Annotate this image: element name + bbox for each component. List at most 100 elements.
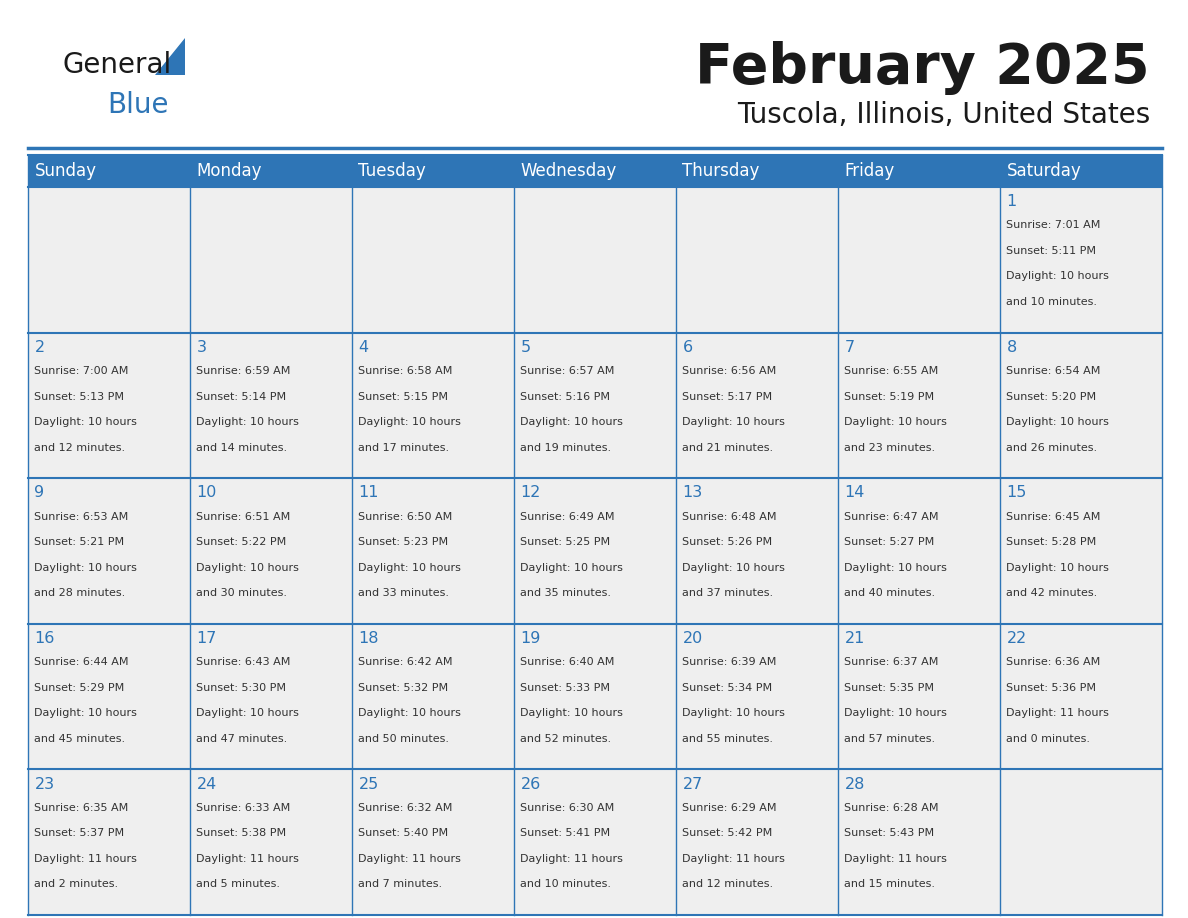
Text: 11: 11 xyxy=(359,486,379,500)
Text: Daylight: 10 hours: Daylight: 10 hours xyxy=(845,563,947,573)
Polygon shape xyxy=(154,39,184,75)
Text: Sunset: 5:26 PM: Sunset: 5:26 PM xyxy=(682,537,772,547)
Text: Sunset: 5:27 PM: Sunset: 5:27 PM xyxy=(845,537,935,547)
Text: 27: 27 xyxy=(682,777,703,791)
Text: Daylight: 10 hours: Daylight: 10 hours xyxy=(682,417,785,427)
Text: 4: 4 xyxy=(359,340,368,355)
Text: Sunset: 5:41 PM: Sunset: 5:41 PM xyxy=(520,828,611,838)
Text: Daylight: 10 hours: Daylight: 10 hours xyxy=(845,709,947,718)
Text: and 35 minutes.: and 35 minutes. xyxy=(520,588,612,599)
Text: and 17 minutes.: and 17 minutes. xyxy=(359,442,449,453)
Text: Sunrise: 6:40 AM: Sunrise: 6:40 AM xyxy=(520,657,615,667)
Text: and 30 minutes.: and 30 minutes. xyxy=(196,588,287,599)
Text: Sunset: 5:21 PM: Sunset: 5:21 PM xyxy=(34,537,125,547)
Text: 14: 14 xyxy=(845,486,865,500)
Text: Sunset: 5:33 PM: Sunset: 5:33 PM xyxy=(520,683,611,693)
Text: Sunset: 5:25 PM: Sunset: 5:25 PM xyxy=(520,537,611,547)
Text: Sunrise: 6:51 AM: Sunrise: 6:51 AM xyxy=(196,511,291,521)
Text: Sunset: 5:20 PM: Sunset: 5:20 PM xyxy=(1006,392,1097,401)
Text: Daylight: 10 hours: Daylight: 10 hours xyxy=(34,563,138,573)
Text: Daylight: 10 hours: Daylight: 10 hours xyxy=(196,417,299,427)
Text: and 50 minutes.: and 50 minutes. xyxy=(359,733,449,744)
Text: and 5 minutes.: and 5 minutes. xyxy=(196,879,280,890)
Text: Daylight: 10 hours: Daylight: 10 hours xyxy=(520,709,624,718)
Text: Sunset: 5:29 PM: Sunset: 5:29 PM xyxy=(34,683,125,693)
Text: 17: 17 xyxy=(196,631,217,646)
Text: Sunset: 5:15 PM: Sunset: 5:15 PM xyxy=(359,392,449,401)
Text: 5: 5 xyxy=(520,340,531,355)
Text: Sunrise: 6:33 AM: Sunrise: 6:33 AM xyxy=(196,803,291,812)
Text: Sunrise: 6:36 AM: Sunrise: 6:36 AM xyxy=(1006,657,1101,667)
Text: Daylight: 10 hours: Daylight: 10 hours xyxy=(359,709,461,718)
Text: Wednesday: Wednesday xyxy=(520,162,617,180)
Text: and 12 minutes.: and 12 minutes. xyxy=(682,879,773,890)
Text: and 55 minutes.: and 55 minutes. xyxy=(682,733,773,744)
Text: Daylight: 11 hours: Daylight: 11 hours xyxy=(196,854,299,864)
Text: Sunset: 5:43 PM: Sunset: 5:43 PM xyxy=(845,828,935,838)
Text: and 7 minutes.: and 7 minutes. xyxy=(359,879,443,890)
Text: Daylight: 10 hours: Daylight: 10 hours xyxy=(520,417,624,427)
Text: and 21 minutes.: and 21 minutes. xyxy=(682,442,773,453)
Text: Sunrise: 6:53 AM: Sunrise: 6:53 AM xyxy=(34,511,128,521)
Text: Sunday: Sunday xyxy=(34,162,96,180)
Text: Daylight: 11 hours: Daylight: 11 hours xyxy=(520,854,624,864)
Text: General: General xyxy=(62,51,171,79)
Text: 13: 13 xyxy=(682,486,703,500)
Text: Friday: Friday xyxy=(845,162,895,180)
Text: Daylight: 10 hours: Daylight: 10 hours xyxy=(1006,417,1110,427)
Text: and 40 minutes.: and 40 minutes. xyxy=(845,588,936,599)
Text: Daylight: 10 hours: Daylight: 10 hours xyxy=(196,563,299,573)
Text: and 10 minutes.: and 10 minutes. xyxy=(1006,297,1098,307)
Text: Daylight: 10 hours: Daylight: 10 hours xyxy=(1006,272,1110,282)
Text: Daylight: 10 hours: Daylight: 10 hours xyxy=(845,417,947,427)
Text: Sunrise: 6:44 AM: Sunrise: 6:44 AM xyxy=(34,657,129,667)
Text: Daylight: 11 hours: Daylight: 11 hours xyxy=(34,854,138,864)
Text: Sunrise: 6:32 AM: Sunrise: 6:32 AM xyxy=(359,803,453,812)
Text: and 47 minutes.: and 47 minutes. xyxy=(196,733,287,744)
Text: Sunset: 5:36 PM: Sunset: 5:36 PM xyxy=(1006,683,1097,693)
Text: 7: 7 xyxy=(845,340,854,355)
Text: and 15 minutes.: and 15 minutes. xyxy=(845,879,935,890)
Text: Sunrise: 6:59 AM: Sunrise: 6:59 AM xyxy=(196,366,291,376)
Text: Daylight: 11 hours: Daylight: 11 hours xyxy=(359,854,461,864)
Text: Sunset: 5:22 PM: Sunset: 5:22 PM xyxy=(196,537,286,547)
Text: 6: 6 xyxy=(682,340,693,355)
Text: Sunrise: 7:00 AM: Sunrise: 7:00 AM xyxy=(34,366,128,376)
Text: 9: 9 xyxy=(34,486,45,500)
Text: Daylight: 11 hours: Daylight: 11 hours xyxy=(845,854,947,864)
Text: and 26 minutes.: and 26 minutes. xyxy=(1006,442,1098,453)
Text: Sunset: 5:23 PM: Sunset: 5:23 PM xyxy=(359,537,449,547)
Text: 22: 22 xyxy=(1006,631,1026,646)
Text: and 2 minutes.: and 2 minutes. xyxy=(34,879,119,890)
Text: 10: 10 xyxy=(196,486,217,500)
Text: Sunrise: 6:55 AM: Sunrise: 6:55 AM xyxy=(845,366,939,376)
Text: Daylight: 10 hours: Daylight: 10 hours xyxy=(34,417,138,427)
Text: 18: 18 xyxy=(359,631,379,646)
Text: Daylight: 10 hours: Daylight: 10 hours xyxy=(1006,563,1110,573)
Text: Daylight: 10 hours: Daylight: 10 hours xyxy=(34,709,138,718)
Text: Sunset: 5:13 PM: Sunset: 5:13 PM xyxy=(34,392,125,401)
Text: Sunset: 5:32 PM: Sunset: 5:32 PM xyxy=(359,683,449,693)
Text: Sunrise: 6:50 AM: Sunrise: 6:50 AM xyxy=(359,511,453,521)
Text: and 14 minutes.: and 14 minutes. xyxy=(196,442,287,453)
Text: Thursday: Thursday xyxy=(682,162,760,180)
Text: and 0 minutes.: and 0 minutes. xyxy=(1006,733,1091,744)
Text: Blue: Blue xyxy=(107,91,169,119)
Text: Sunrise: 7:01 AM: Sunrise: 7:01 AM xyxy=(1006,220,1101,230)
Text: and 45 minutes.: and 45 minutes. xyxy=(34,733,126,744)
Text: 21: 21 xyxy=(845,631,865,646)
Text: 3: 3 xyxy=(196,340,207,355)
Text: and 28 minutes.: and 28 minutes. xyxy=(34,588,126,599)
Text: Sunset: 5:11 PM: Sunset: 5:11 PM xyxy=(1006,246,1097,256)
Text: Sunrise: 6:58 AM: Sunrise: 6:58 AM xyxy=(359,366,453,376)
Text: Sunrise: 6:49 AM: Sunrise: 6:49 AM xyxy=(520,511,615,521)
Text: 25: 25 xyxy=(359,777,379,791)
Text: Sunset: 5:40 PM: Sunset: 5:40 PM xyxy=(359,828,449,838)
Text: Sunset: 5:42 PM: Sunset: 5:42 PM xyxy=(682,828,772,838)
Text: and 52 minutes.: and 52 minutes. xyxy=(520,733,612,744)
Text: Daylight: 10 hours: Daylight: 10 hours xyxy=(359,417,461,427)
Text: Sunrise: 6:37 AM: Sunrise: 6:37 AM xyxy=(845,657,939,667)
Text: Sunrise: 6:45 AM: Sunrise: 6:45 AM xyxy=(1006,511,1101,521)
Text: 19: 19 xyxy=(520,631,541,646)
Text: and 33 minutes.: and 33 minutes. xyxy=(359,588,449,599)
